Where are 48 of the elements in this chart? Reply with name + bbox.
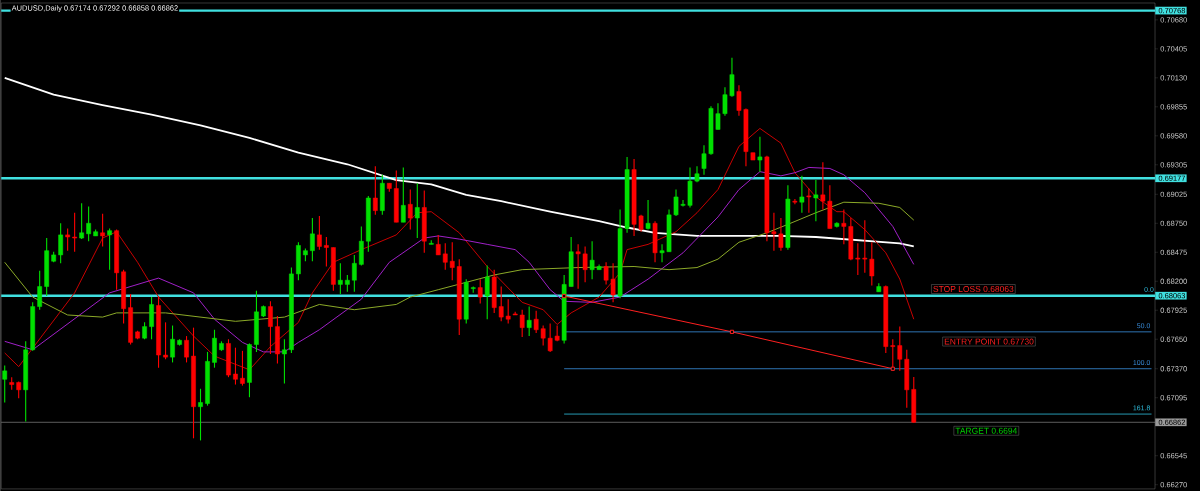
line-series xyxy=(4,127,915,371)
candlestick xyxy=(184,335,189,364)
candlestick xyxy=(799,175,805,214)
candlestick xyxy=(100,213,105,248)
candlestick xyxy=(372,165,378,216)
annotation: STOP LOSS 0.68063 xyxy=(933,286,1014,293)
candlestick xyxy=(338,262,343,295)
candlestick xyxy=(72,212,77,253)
annotation: ENTRY POINT 0.67730 xyxy=(944,338,1034,345)
candlestick xyxy=(37,270,43,311)
candlestick xyxy=(268,300,273,355)
candlestick xyxy=(757,136,763,173)
candlestick xyxy=(477,278,483,304)
candlestick xyxy=(792,198,798,205)
candlestick xyxy=(414,182,420,239)
candlestick xyxy=(359,225,364,267)
candlestick xyxy=(240,350,245,387)
candlestick xyxy=(86,205,91,242)
candlestick xyxy=(65,228,70,252)
candlestick xyxy=(435,234,441,256)
candlestick xyxy=(170,325,175,364)
candlestick xyxy=(442,242,448,271)
candlestick xyxy=(58,222,63,264)
candlestick xyxy=(645,199,651,231)
candlestick xyxy=(2,365,8,404)
candlestick xyxy=(352,254,357,293)
candlestick xyxy=(149,296,154,340)
candlestick xyxy=(282,338,287,385)
candlestick xyxy=(526,306,532,337)
point xyxy=(890,366,895,371)
line-series xyxy=(4,201,915,322)
point xyxy=(562,293,567,299)
candlestick xyxy=(813,179,819,222)
candlestick xyxy=(400,166,406,223)
candlestick xyxy=(484,264,490,320)
candlestick xyxy=(233,347,238,386)
candlestick xyxy=(806,188,812,214)
candlestick xyxy=(317,215,322,251)
candlestick xyxy=(107,228,112,271)
candlestick xyxy=(324,236,329,268)
annotation: TARGET 0.6694 xyxy=(955,427,1018,434)
candlestick xyxy=(79,202,84,240)
point xyxy=(729,329,735,334)
line-series xyxy=(4,166,915,353)
candlestick xyxy=(407,189,413,231)
candlestick xyxy=(163,321,168,360)
candlestick xyxy=(198,388,203,442)
candlestick xyxy=(310,217,315,262)
